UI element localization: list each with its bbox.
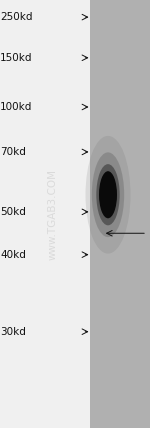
Text: www.TGAB3.COM: www.TGAB3.COM — [48, 169, 57, 259]
Text: 250kd: 250kd — [0, 12, 33, 22]
Bar — [90, 0, 150, 428]
Text: 150kd: 150kd — [0, 53, 33, 63]
Text: 70kd: 70kd — [0, 147, 26, 157]
Text: 40kd: 40kd — [0, 250, 26, 260]
Text: 30kd: 30kd — [0, 327, 26, 337]
Ellipse shape — [92, 152, 124, 237]
Text: 100kd: 100kd — [0, 102, 32, 112]
Ellipse shape — [99, 171, 117, 218]
Ellipse shape — [96, 164, 120, 225]
Ellipse shape — [85, 136, 130, 253]
Text: 50kd: 50kd — [0, 207, 26, 217]
